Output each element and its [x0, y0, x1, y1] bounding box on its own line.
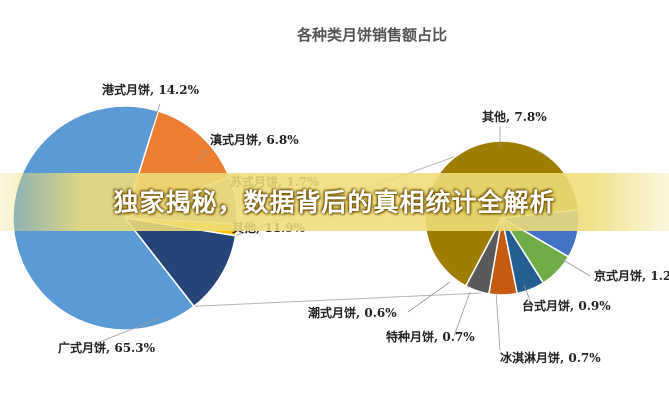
main-label-3: 滇式月饼, 6.8%	[210, 132, 299, 147]
connector-line-bottom	[193, 292, 483, 307]
sub-slice-6	[464, 217, 503, 295]
main-leader-3	[195, 149, 209, 164]
main-leader-1	[91, 317, 161, 346]
sub-label-6: 潮式月饼, 0.6%	[308, 305, 397, 320]
sub-label-3: 台式月饼, 0.9%	[522, 298, 611, 313]
banner-strip	[0, 173, 669, 231]
sub-leader-5	[453, 291, 471, 337]
sub-label-1: 其他, 7.8%	[482, 109, 547, 124]
sub-leader-3	[523, 284, 531, 301]
sub-label-2: 京式月饼, 1.2%	[594, 268, 669, 283]
sub-leader-6	[407, 281, 451, 313]
sub-leader-4	[495, 291, 501, 351]
main-label-2: 港式月饼, 14.2%	[102, 82, 200, 97]
chart-title: 各种类月饼销售额占比	[296, 26, 447, 44]
main-label-1: 广式月饼, 65.3%	[58, 340, 156, 355]
main-slice-5	[123, 216, 237, 308]
leader-lines	[91, 103, 591, 351]
main-leader-2	[151, 103, 161, 129]
banner-text: 独家揭秘，数据背后的真相统计全解析	[113, 188, 556, 217]
sub-label-5: 特种月饼, 0.7%	[386, 329, 475, 344]
sub-label-4: 冰淇淋月饼, 0.7%	[500, 350, 601, 365]
sub-leader-2	[559, 257, 591, 277]
